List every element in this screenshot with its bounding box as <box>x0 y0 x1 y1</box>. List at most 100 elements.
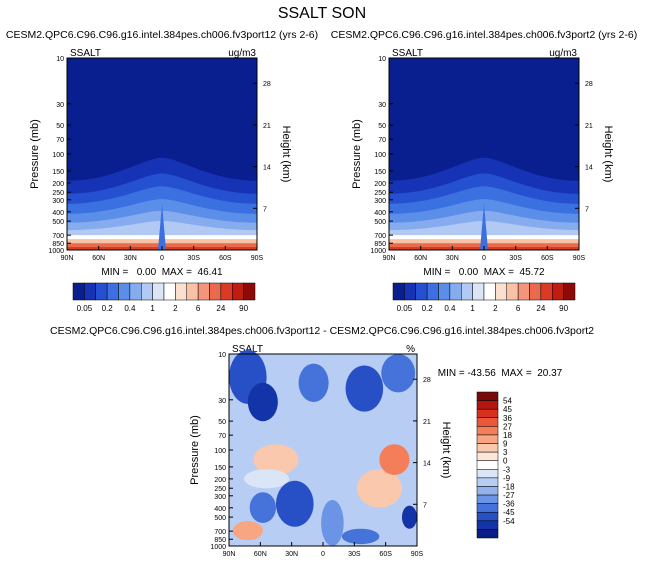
p2-cbar-label-7: 90 <box>559 304 568 313</box>
p3-xtick-label-6: 90S <box>411 551 424 558</box>
panel-3-ylabel: Pressure (mb) <box>189 415 201 485</box>
p2-cbar-swatch-15 <box>563 282 576 301</box>
p1-cbar-swatch-0 <box>72 282 85 301</box>
panel-3: CESM2.QPC6.C96.C96.g16.intel.384pes.ch00… <box>50 325 594 558</box>
p2-cbar-label-3: 1 <box>470 304 475 313</box>
p2-cbar-swatch-12 <box>529 282 542 301</box>
p1-xtick-label-6: 90S <box>251 255 264 262</box>
p2-equator-notch <box>480 203 488 250</box>
p3-cbar-swatch-11 <box>476 486 499 496</box>
p1-ytick-label-10: 500 <box>52 219 64 226</box>
p1-cbar-swatch-2 <box>95 282 108 301</box>
p3-cbar-swatch-5 <box>476 434 499 444</box>
p1-cbar-swatch-3 <box>106 282 119 301</box>
p3-cbar-label-9: -9 <box>503 474 511 483</box>
p3-cbar-label-1: 45 <box>503 405 512 414</box>
panel-1: CESM2.QPC6.C96.C96.g16.intel.384pes.ch00… <box>6 29 318 313</box>
p1-ytick-label-11: 700 <box>52 233 64 240</box>
panel-2-field <box>389 58 579 250</box>
p2-ytick-label-10: 500 <box>374 219 386 226</box>
p3-cbar-label-0: 54 <box>503 397 512 406</box>
p1-cbar-swatch-9 <box>175 282 187 301</box>
p2-xtick-label-4: 30S <box>509 255 522 262</box>
p1-cbar-swatch-14 <box>232 282 244 301</box>
p2-ytick-label-13: 1000 <box>370 248 386 255</box>
p3-ytick-label-4: 100 <box>214 448 226 455</box>
p3-cbar-swatch-15 <box>476 520 499 530</box>
p1-y2tick-label-3: 7 <box>263 206 267 213</box>
p3-ytick-label-10: 500 <box>214 515 226 522</box>
p3-y2tick-label-1: 21 <box>423 419 431 426</box>
p3-blob-11 <box>356 469 402 508</box>
p3-blob-3 <box>345 365 384 412</box>
p2-ytick-label-9: 400 <box>374 210 386 217</box>
p2-ytick-label-0: 10 <box>378 56 386 63</box>
p1-ytick-label-1: 30 <box>56 102 64 109</box>
p1-ytick-label-2: 50 <box>56 123 64 130</box>
p1-cbar-label-7: 90 <box>239 304 248 313</box>
panel-3-x-ticks: 90N 60N 30N 0 30S 60S 90S <box>223 542 424 558</box>
p3-cbar-label-4: 18 <box>503 431 512 440</box>
p2-xtick-label-1: 60N <box>414 255 427 262</box>
panel-3-title: CESM2.QPC6.C96.C96.g16.intel.384pes.ch00… <box>50 325 594 337</box>
p3-ytick-label-5: 150 <box>214 465 226 472</box>
p1-xtick-label-0: 90N <box>61 255 74 262</box>
p1-ytick-label-8: 300 <box>52 198 64 205</box>
panel-1-colorbar: 0.05 0.2 0.4 1 2 6 24 90 <box>72 282 256 313</box>
panel-1-title: CESM2.QPC6.C96.C96.g16.intel.384pes.ch00… <box>6 29 318 41</box>
p2-cbar-swatch-2 <box>415 282 428 301</box>
p3-xtick-label-0: 90N <box>223 551 236 558</box>
p3-ytick-label-2: 50 <box>218 419 226 426</box>
p2-cbar-swatch-6 <box>461 282 473 301</box>
p2-cbar-swatch-14 <box>552 282 564 301</box>
p2-xtick-label-3: 0 <box>482 255 486 262</box>
p3-blob-13 <box>401 505 418 529</box>
p1-ytick-label-0: 10 <box>56 56 64 63</box>
p1-cbar-label-0: 0.05 <box>77 304 93 313</box>
panel-3-y2label: Height (km) <box>440 422 452 479</box>
p1-xtick-label-4: 30S <box>187 255 200 262</box>
p2-cbar-label-6: 24 <box>536 304 545 313</box>
p2-y2tick-label-1: 21 <box>585 123 593 130</box>
panel-3-y2-ticks: 28 21 14 7 <box>413 377 431 509</box>
p1-cbar-label-4: 2 <box>173 304 178 313</box>
panel-3-stats: MIN = -43.56 MAX = 20.37 <box>438 368 563 379</box>
panel-2-stats: MIN = 0.00 MAX = 45.72 <box>423 267 545 278</box>
p1-cbar-swatch-4 <box>118 282 131 301</box>
panel-3-field <box>229 350 418 546</box>
p3-cbar-swatch-6 <box>476 443 499 453</box>
p3-cbar-swatch-10 <box>476 477 499 487</box>
p2-ytick-label-12: 850 <box>374 241 386 248</box>
p3-cbar-label-11: -27 <box>503 491 515 500</box>
p3-ytick-label-13: 1000 <box>210 544 226 551</box>
p1-equator-notch <box>158 203 166 250</box>
p3-blob-9 <box>232 521 263 541</box>
p3-cbar-swatch-7 <box>476 451 499 461</box>
p3-xtick-label-4: 30S <box>348 551 361 558</box>
p1-y2tick-label-0: 28 <box>263 81 271 88</box>
p3-cbar-swatch-8 <box>476 460 499 470</box>
figure-title: SSALT SON <box>278 5 366 22</box>
p2-cbar-swatch-11 <box>517 282 530 301</box>
p1-ytick-label-9: 400 <box>52 210 64 217</box>
p2-cbar-swatch-10 <box>506 282 519 301</box>
p2-cbar-swatch-1 <box>404 282 416 301</box>
p1-cbar-swatch-13 <box>220 282 233 301</box>
p2-ytick-label-7: 250 <box>374 190 386 197</box>
p1-ytick-label-6: 200 <box>52 181 64 188</box>
p3-ytick-label-7: 250 <box>214 486 226 493</box>
p3-cbar-label-5: 9 <box>503 440 508 449</box>
p3-cbar-swatch-0 <box>476 391 499 401</box>
p1-y2tick-label-1: 21 <box>263 123 271 130</box>
p3-cbar-swatch-9 <box>476 469 499 479</box>
p2-cbar-label-1: 0.2 <box>422 304 434 313</box>
p3-blob-7 <box>276 480 314 527</box>
p2-xtick-label-2: 30N <box>446 255 459 262</box>
panel-2-y2-ticks: 28 21 14 7 <box>575 81 593 213</box>
p1-cbar-label-1: 0.2 <box>102 304 114 313</box>
p2-ytick-label-1: 30 <box>378 102 386 109</box>
p1-xtick-label-2: 30N <box>124 255 137 262</box>
